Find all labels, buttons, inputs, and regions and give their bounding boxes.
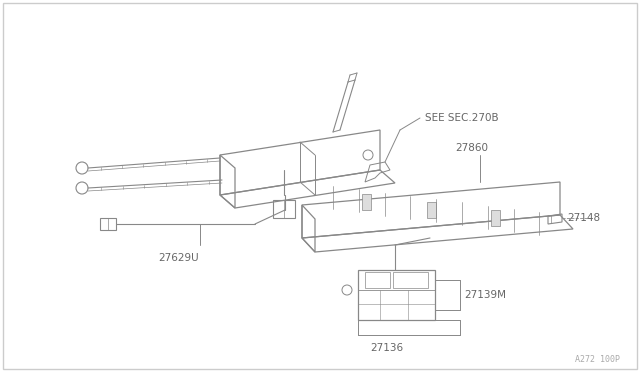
Polygon shape — [362, 194, 371, 210]
Polygon shape — [426, 202, 435, 218]
Text: 27136: 27136 — [370, 343, 403, 353]
Polygon shape — [491, 210, 500, 226]
Text: SEE SEC.270B: SEE SEC.270B — [425, 113, 499, 123]
Text: 27860: 27860 — [455, 143, 488, 153]
Text: 27629U: 27629U — [158, 253, 198, 263]
Text: 27148: 27148 — [567, 213, 600, 223]
Text: 27139M: 27139M — [464, 290, 506, 300]
Text: A272 100P: A272 100P — [575, 356, 620, 365]
